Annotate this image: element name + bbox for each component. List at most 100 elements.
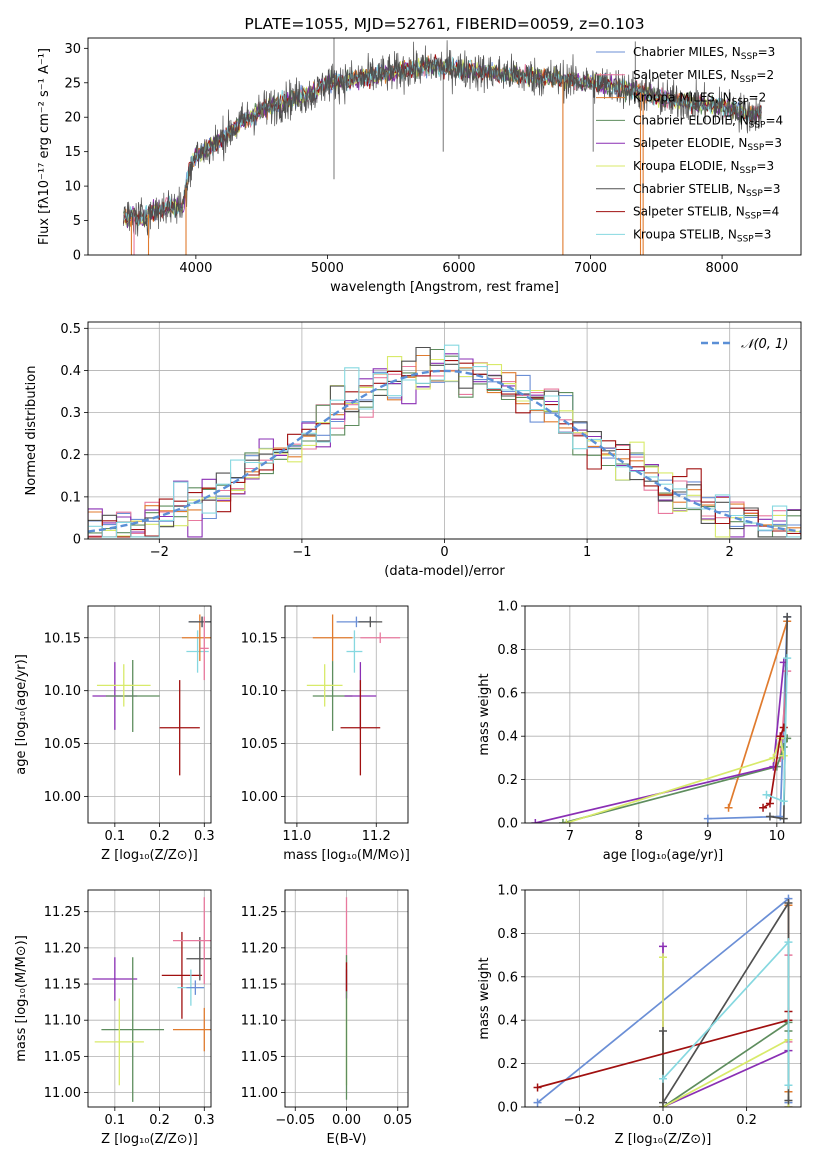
panel-mass_vs_ebv: −0.05 0.00 0.05 11.00 11.05 11.10 11.15 11.20 11… [241, 889, 412, 1147]
series-marker-salpeter_stelib [779, 723, 788, 732]
legend-label-text: Salpeter MILES, N [633, 68, 740, 82]
tick-group: 4000 5000 6000 7000 8000 0 5 10 15 20 25 30 [64, 42, 738, 276]
x-axis-label: (data-model)/error [384, 564, 505, 579]
x-tick-label: −0.05 [275, 1113, 315, 1128]
legend-label-text: Chabrier MILES, N [633, 45, 741, 59]
legend-label: Salpeter ELODIE, NSSP=3 [633, 136, 782, 153]
y-tick-label: 11.00 [241, 1086, 278, 1101]
legend-label-text: Kroupa ELODIE, N [633, 159, 740, 173]
legend-label-sub: SSP [749, 120, 766, 130]
series-marker-chabrier_stelib [779, 814, 788, 823]
series-marker-kroupa_stelib [779, 797, 788, 806]
plot-area [531, 612, 792, 823]
legend-label-sub: SSP [740, 166, 757, 176]
legend-label: Chabrier ELODIE, NSSP=4 [633, 113, 783, 130]
panel-massweight_vs_age: 7 8 9 10 0.0 0.2 0.4 0.6 0.8 1.0 age [log₁₀(age/yr… [477, 600, 802, 863]
y-axis-label: mass [log₁₀(M/M⊙)] [14, 935, 29, 1062]
legend-label: Salpeter STELIB, NSSP=4 [633, 205, 779, 222]
x-tick-label: 0.2 [149, 829, 170, 844]
y-tick-label: 0.4 [497, 1014, 518, 1029]
y-tick-label: 10.00 [241, 790, 278, 805]
series-marker-chabrier_stelib [765, 812, 774, 821]
x-tick-label: 0.2 [736, 1113, 757, 1128]
series-marker-kroupa_elodie [769, 753, 778, 762]
y-tick-label: 0.4 [497, 730, 518, 745]
y-tick-label: 1.0 [497, 600, 518, 615]
y-tick-label: 11.20 [44, 941, 81, 956]
series-marker-chabrier_stelib [659, 1098, 667, 1107]
series-marker-kroupa_stelib [762, 790, 771, 799]
x-tick-label: 8000 [706, 261, 739, 276]
y-tick-label: 11.00 [44, 1086, 81, 1101]
x-axis-label: mass [log₁₀(M/M⊙)] [283, 848, 410, 863]
axes-frame [284, 889, 409, 1108]
y-tick-label: 0 [73, 249, 81, 264]
legend-label-sub: SSP [745, 212, 762, 222]
series-marker-chabrier_miles [533, 1098, 542, 1107]
series-marker-chabrier_miles [703, 814, 712, 823]
x-axis-label: Z [log₁₀(Z/Z⊙)] [615, 1132, 712, 1147]
y-tick-label: 0.6 [497, 970, 518, 985]
x-tick-label: 0.05 [383, 1113, 412, 1128]
plot-area [533, 894, 793, 1107]
y-tick-label: 11.15 [44, 978, 81, 993]
x-tick-label: 8 [635, 829, 643, 844]
y-tick-label: 10.00 [44, 790, 81, 805]
y-tick-label: 0.2 [497, 773, 518, 788]
axes-frame [87, 321, 802, 540]
legend-label: Salpeter MILES, NSSP=2 [633, 68, 774, 85]
legend-label-text: Salpeter ELODIE, N [633, 136, 747, 150]
y-axis-label: mass weight [477, 957, 492, 1039]
x-tick-label: 0.3 [194, 829, 215, 844]
y-axis-label: mass weight [477, 673, 492, 755]
y-tick-label: 11.15 [241, 978, 278, 993]
x-tick-label: −0.2 [564, 1113, 596, 1128]
series-line-salpeter_stelib [762, 727, 785, 809]
series-line-salpeter_elodie [535, 662, 785, 823]
legend-label-sub: SSP [737, 234, 754, 244]
tick-group: −2 −1 0 1 2 0 0.1 0.2 0.3 0.4 0.5 [60, 322, 734, 560]
x-tick-label: 1 [583, 545, 591, 560]
legend-label-tail: =3 [754, 227, 772, 241]
grid-lines [285, 606, 408, 823]
axes-frame [524, 889, 802, 1108]
y-tick-label: 10.15 [44, 631, 81, 646]
series-marker-chabrier_stelib [783, 612, 792, 621]
axes-frame [524, 605, 802, 824]
series-marker-kroupa_stelib [783, 654, 792, 663]
legend-label-tail: =3 [763, 182, 781, 196]
series-marker-kroupa_stelib [784, 938, 793, 947]
y-axis-label: Flux [fλ10⁻¹⁷ erg cm⁻² s⁻¹ A⁻¹] [37, 48, 52, 245]
y-tick-label: 0.2 [60, 448, 81, 463]
x-tick-label: 4000 [179, 261, 212, 276]
x-tick-label: 0 [440, 545, 448, 560]
series-marker-salpeter_elodie [531, 819, 540, 823]
legend-label-sub: SSP [740, 75, 757, 85]
y-tick-label: 10.10 [44, 684, 81, 699]
normal-curve [88, 369, 801, 533]
axes-frame [87, 889, 212, 1108]
y-tick-label: 11.25 [241, 905, 278, 920]
x-tick-label: 0.3 [194, 1113, 215, 1128]
plot-area [92, 614, 211, 776]
series-marker-salpeter_elodie [659, 942, 667, 951]
x-axis-label: wavelength [Angstrom, rest frame] [330, 280, 559, 295]
legend-label-text: Salpeter STELIB, N [633, 205, 745, 219]
legend-label-sub: SSP [747, 143, 764, 153]
histogram-kroupa_stelib [88, 344, 801, 539]
y-tick-label: 0.3 [60, 406, 81, 421]
series-marker-salpeter_stelib [533, 1083, 542, 1092]
legend-label-tail: =2 [756, 68, 774, 82]
axes-frame [87, 37, 802, 256]
legend-label-text: Kroupa MILES, N [633, 91, 732, 105]
x-axis-label: Z [log₁₀(Z/Z⊙)] [101, 848, 198, 863]
series-marker-salpeter_stelib [759, 803, 768, 812]
y-tick-label: 30 [64, 42, 81, 57]
series-marker-kroupa_elodie [779, 751, 788, 760]
x-tick-label: 7000 [574, 261, 607, 276]
y-tick-label: 10.05 [44, 737, 81, 752]
series-marker-salpeter_stelib [765, 799, 774, 808]
legend-label: Kroupa MILES, NSSP=2 [633, 91, 766, 108]
series-marker-chabrier_elodie [558, 819, 567, 823]
